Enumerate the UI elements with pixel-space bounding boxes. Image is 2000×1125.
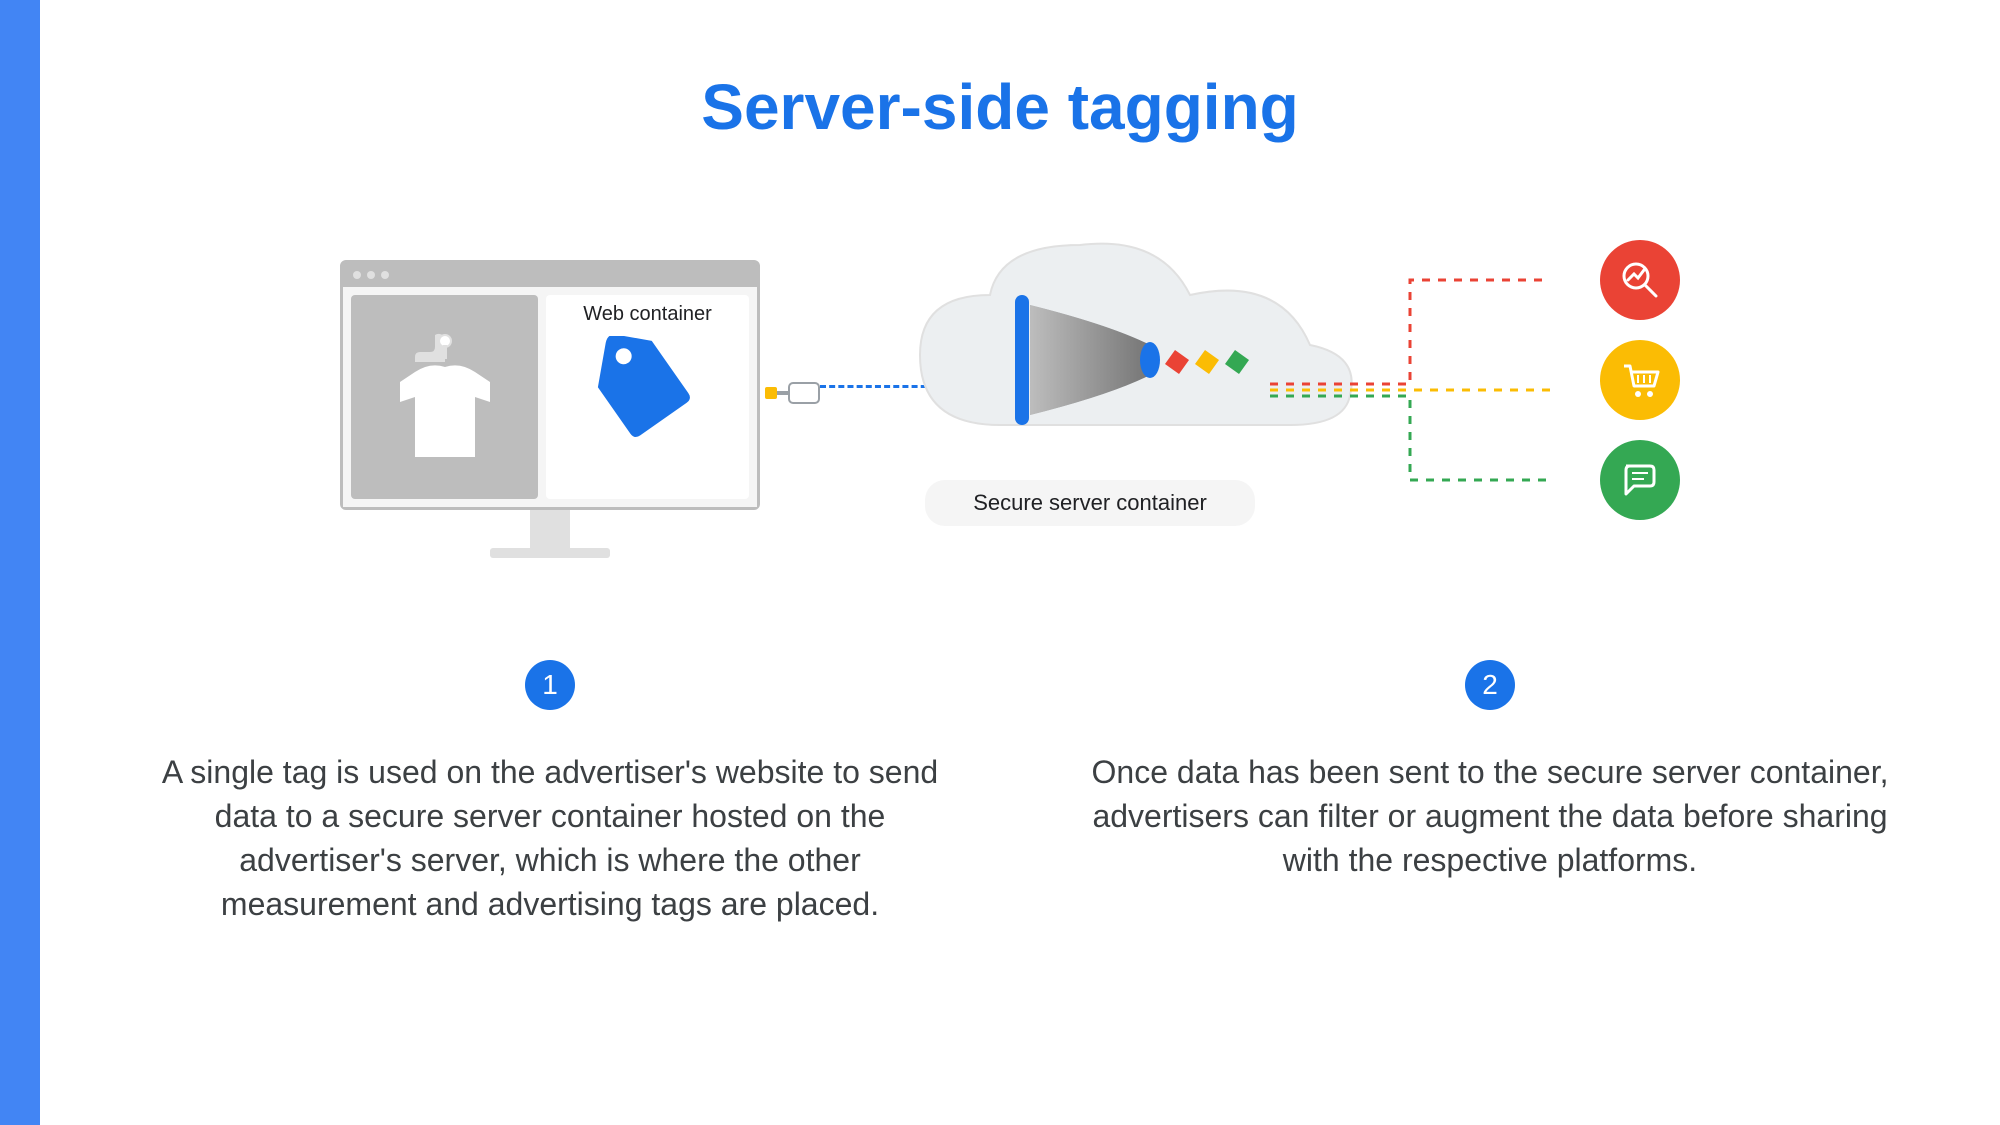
cart-icon (1600, 340, 1680, 420)
step-2: 2 Once data has been sent to the secure … (1080, 660, 1900, 927)
monitor: Web container (340, 260, 760, 510)
tshirt-icon (385, 327, 505, 467)
window-dot (381, 271, 389, 279)
step-1: 1 A single tag is used on the advertiser… (140, 660, 960, 927)
steps: 1 A single tag is used on the advertiser… (140, 660, 1900, 927)
step-text: A single tag is used on the advertiser's… (140, 750, 960, 927)
connector-icon (765, 381, 825, 405)
page-title: Server-side tagging (0, 70, 2000, 144)
monitor-stand (530, 510, 570, 550)
analytics-icon (1600, 240, 1680, 320)
cloud-label: Secure server container (925, 480, 1255, 526)
accent-bar (0, 0, 40, 1125)
diagram: Web container (340, 260, 1660, 590)
monitor-base (490, 548, 610, 558)
product-panel (351, 295, 538, 499)
web-container-panel: Web container (546, 295, 749, 499)
step-badge: 2 (1465, 660, 1515, 710)
step-text: Once data has been sent to the secure se… (1080, 750, 1900, 882)
chat-icon (1600, 440, 1680, 520)
window-dot (367, 271, 375, 279)
monitor-titlebar (343, 263, 757, 287)
monitor-body: Web container (343, 287, 757, 507)
window-dot (353, 271, 361, 279)
step-badge: 1 (525, 660, 575, 710)
web-container-label: Web container (583, 303, 712, 326)
tag-icon (593, 336, 703, 456)
output-lines (1210, 240, 1590, 520)
